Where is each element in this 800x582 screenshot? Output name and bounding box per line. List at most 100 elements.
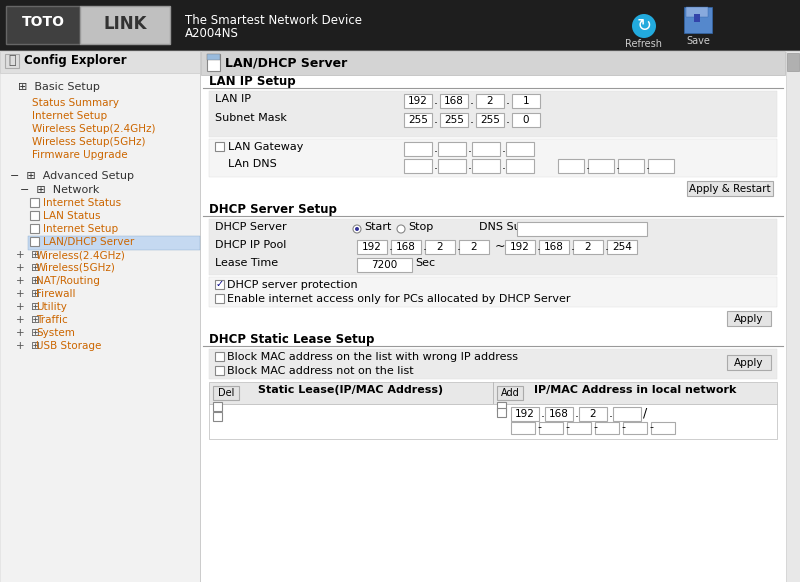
Bar [200, 51, 201, 582]
Bar [28, 236, 200, 250]
Bar [512, 94, 540, 108]
Text: Refresh: Refresh [626, 39, 662, 49]
Text: .: . [434, 113, 438, 126]
Text: .: . [423, 240, 427, 253]
Bar [215, 366, 224, 375]
Text: LAN Status: LAN Status [43, 211, 101, 221]
Text: 192: 192 [510, 242, 530, 252]
Text: Config Explorer: Config Explorer [24, 54, 126, 67]
Bar [357, 240, 387, 254]
Text: .: . [470, 94, 474, 107]
Bar [686, 7, 708, 17]
Text: DHCP IP Pool: DHCP IP Pool [215, 240, 286, 250]
Text: -: - [621, 422, 625, 432]
Circle shape [632, 14, 656, 38]
Bar [201, 51, 785, 582]
Text: .: . [457, 240, 461, 253]
Bar [506, 159, 534, 173]
Circle shape [355, 227, 359, 231]
Text: DHCP Static Lease Setup: DHCP Static Lease Setup [209, 333, 374, 346]
Text: DHCP Server Setup: DHCP Server Setup [209, 203, 337, 216]
Text: 2: 2 [590, 409, 596, 419]
Bar [357, 258, 412, 272]
Text: .: . [506, 94, 510, 107]
Bar [438, 159, 466, 173]
Text: LAN/DHCP Server: LAN/DHCP Server [43, 237, 134, 247]
Bar [684, 7, 712, 33]
Text: LINK: LINK [103, 15, 146, 33]
Text: -: - [649, 422, 653, 432]
Bar [476, 113, 504, 127]
Text: Block MAC address not on the list: Block MAC address not on the list [227, 366, 414, 376]
Bar [687, 181, 773, 196]
Bar [207, 54, 220, 71]
Bar [567, 422, 591, 434]
Text: 0: 0 [522, 115, 530, 125]
Text: Wireless(5GHz): Wireless(5GHz) [36, 263, 116, 273]
Text: .: . [389, 240, 393, 253]
Bar [391, 240, 421, 254]
Text: The Smartest Network Device: The Smartest Network Device [185, 14, 362, 27]
Circle shape [353, 225, 361, 233]
Bar [511, 407, 539, 421]
Text: IP/MAC Address in local network: IP/MAC Address in local network [534, 385, 736, 395]
Bar [694, 14, 700, 22]
Bar [558, 159, 584, 173]
Text: USB Storage: USB Storage [36, 341, 102, 351]
Bar [0, 51, 200, 582]
Text: ~: ~ [495, 240, 506, 253]
Text: Stop: Stop [408, 222, 434, 232]
Text: LAN IP: LAN IP [215, 94, 251, 104]
Text: .: . [537, 240, 541, 253]
Text: .: . [434, 94, 438, 107]
Text: LAn DNS: LAn DNS [228, 159, 277, 169]
Text: -: - [537, 422, 541, 432]
Bar [472, 142, 500, 156]
Text: .: . [434, 142, 438, 155]
Text: 192: 192 [515, 409, 535, 419]
Text: .: . [586, 159, 590, 172]
Text: /: / [643, 407, 647, 420]
Bar [30, 211, 39, 220]
Text: 168: 168 [544, 242, 564, 252]
Text: Internet Setup: Internet Setup [32, 111, 107, 121]
Text: .: . [502, 159, 506, 172]
Text: Status Summary: Status Summary [32, 98, 119, 108]
Text: 2: 2 [486, 96, 494, 106]
Text: .: . [646, 159, 650, 172]
Text: .: . [468, 159, 472, 172]
Text: 255: 255 [444, 115, 464, 125]
Text: +  ⊞: + ⊞ [16, 328, 40, 338]
Text: Wireless Setup(5GHz): Wireless Setup(5GHz) [32, 137, 146, 147]
Bar [440, 113, 468, 127]
Bar [30, 237, 39, 246]
Text: +  ⊞: + ⊞ [16, 341, 40, 351]
Bar [438, 142, 466, 156]
Text: LAN IP Setup: LAN IP Setup [209, 75, 296, 88]
Text: .: . [541, 407, 545, 420]
Bar [573, 240, 603, 254]
Text: Del: Del [218, 388, 234, 398]
Bar [497, 402, 506, 411]
Bar [0, 0, 800, 50]
Bar [459, 240, 489, 254]
Text: +  ⊞: + ⊞ [16, 289, 40, 299]
Bar [80, 6, 170, 44]
Bar [727, 355, 771, 370]
Bar [201, 51, 785, 75]
Bar [209, 219, 777, 275]
Text: .: . [605, 240, 609, 253]
Bar [215, 294, 224, 303]
Bar [648, 159, 674, 173]
Text: Internet Setup: Internet Setup [43, 224, 118, 234]
Text: Start: Start [364, 222, 391, 232]
Text: +  ⊞: + ⊞ [16, 276, 40, 286]
Text: +  ⊞: + ⊞ [16, 302, 40, 312]
Bar [539, 240, 569, 254]
Text: A2004NS: A2004NS [185, 27, 239, 40]
Text: ⊞  Basic Setup: ⊞ Basic Setup [18, 82, 100, 92]
Bar [215, 142, 224, 151]
Text: Add: Add [501, 388, 519, 398]
Bar [30, 198, 39, 207]
Text: System: System [36, 328, 75, 338]
